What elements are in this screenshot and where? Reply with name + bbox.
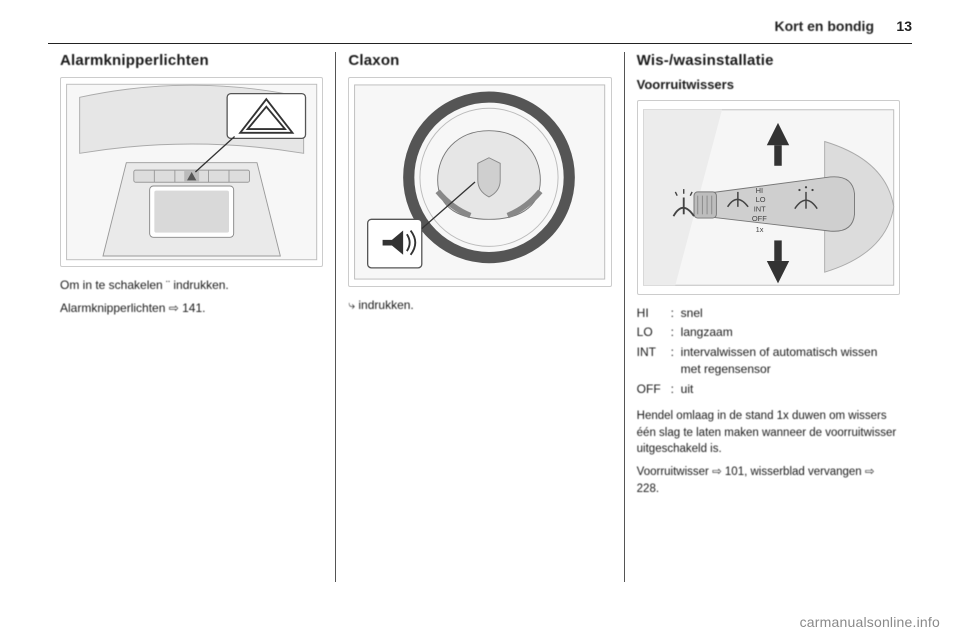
col1-heading: Alarmknipperlichten	[60, 52, 323, 69]
def-colon: :	[671, 381, 681, 398]
col3-heading: Wis-/wasinstallatie	[637, 52, 900, 69]
def-val-lo: langzaam	[681, 324, 900, 341]
def-val-int: intervalwissen of automatisch wissen met…	[681, 344, 900, 379]
svg-text:INT: INT	[753, 204, 765, 213]
figure-hazard-lights	[60, 77, 323, 267]
svg-text:OFF: OFF	[752, 214, 767, 223]
def-colon: :	[671, 324, 681, 341]
col1-line2: Alarmknipperlichten ⇨ 141.	[60, 300, 323, 317]
def-key-off: OFF	[637, 381, 671, 398]
col1-line1: Om in te schakelen ¨ indrukken.	[60, 277, 323, 294]
col3-para1: Hendel omlaag in de stand 1x duwen om wi…	[637, 408, 900, 458]
def-key-hi: HI	[637, 305, 671, 322]
figure-horn	[348, 77, 611, 287]
section-title: Kort en bondig	[774, 18, 874, 34]
manual-page: Kort en bondig 13 Alarmknipperlichten	[0, 0, 960, 642]
def-key-int: INT	[637, 344, 671, 379]
horn-illustration	[349, 78, 610, 286]
svg-text:HI: HI	[755, 186, 762, 195]
def-colon: :	[671, 344, 681, 379]
column-2: Claxon	[335, 52, 623, 582]
watermark: carmanualsonline.info	[800, 614, 940, 630]
svg-text:1x: 1x	[755, 225, 763, 234]
wiper-stalk-illustration: HI LO INT OFF 1x	[638, 101, 899, 294]
col3-para2: Voorruitwisser ⇨ 101, wisserblad vervang…	[637, 464, 900, 497]
def-colon: :	[671, 305, 681, 322]
col2-line1: ⤷ indrukken.	[348, 297, 611, 314]
col3-subheading: Voorruitwissers	[637, 77, 900, 92]
figure-wiper-stalk: HI LO INT OFF 1x	[637, 100, 900, 295]
svg-text:LO: LO	[755, 195, 765, 204]
page-header: Kort en bondig 13	[48, 18, 912, 44]
column-1: Alarmknipperlichten	[48, 52, 335, 582]
column-3: Wis-/wasinstallatie Voorruitwissers	[624, 52, 912, 582]
page-number: 13	[896, 18, 912, 34]
hazard-lights-illustration	[61, 78, 322, 266]
wiper-definitions: HI : snel LO : langzaam INT : intervalwi…	[637, 305, 900, 398]
columns: Alarmknipperlichten	[48, 52, 912, 582]
def-key-lo: LO	[637, 324, 671, 341]
def-val-hi: snel	[681, 305, 900, 322]
def-val-off: uit	[681, 381, 900, 398]
col2-heading: Claxon	[348, 52, 611, 69]
